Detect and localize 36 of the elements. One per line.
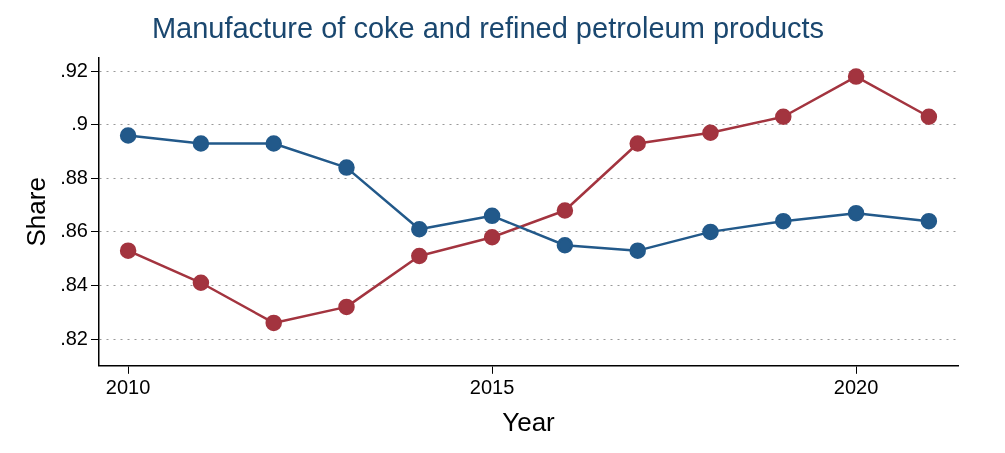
point — [775, 108, 792, 125]
x-axis-title: Year — [502, 406, 556, 437]
chart-title: Manufacture of coke and refined petroleum products — [151, 12, 825, 45]
point — [847, 204, 865, 222]
x-tick-label: 2010 — [105, 376, 151, 399]
point — [338, 298, 355, 316]
y-tick-label: .9 — [71, 112, 88, 135]
point — [702, 223, 719, 241]
point — [119, 242, 137, 259]
point — [483, 228, 501, 246]
point — [847, 68, 865, 85]
point — [702, 124, 719, 142]
point — [775, 212, 792, 230]
point — [556, 202, 574, 219]
point — [265, 314, 282, 332]
point — [411, 220, 428, 238]
point — [192, 274, 210, 292]
y-tick-label: .84 — [60, 272, 88, 295]
y-tick-label: .86 — [60, 219, 88, 242]
x-tick-label: 2015 — [469, 376, 515, 399]
point — [556, 237, 574, 254]
point — [920, 108, 938, 125]
y-axis-title: Share — [20, 177, 51, 247]
point — [629, 242, 646, 259]
point — [920, 212, 938, 230]
point — [411, 247, 428, 265]
point — [338, 159, 355, 176]
point — [629, 135, 646, 152]
y-tick-label: .88 — [60, 165, 88, 188]
point — [483, 207, 501, 225]
x-tick-label: 2020 — [833, 376, 879, 399]
point — [119, 127, 137, 144]
y-tick-label: .82 — [60, 326, 88, 349]
point — [265, 135, 282, 152]
y-tick-label: .92 — [60, 58, 88, 81]
point — [192, 135, 210, 152]
